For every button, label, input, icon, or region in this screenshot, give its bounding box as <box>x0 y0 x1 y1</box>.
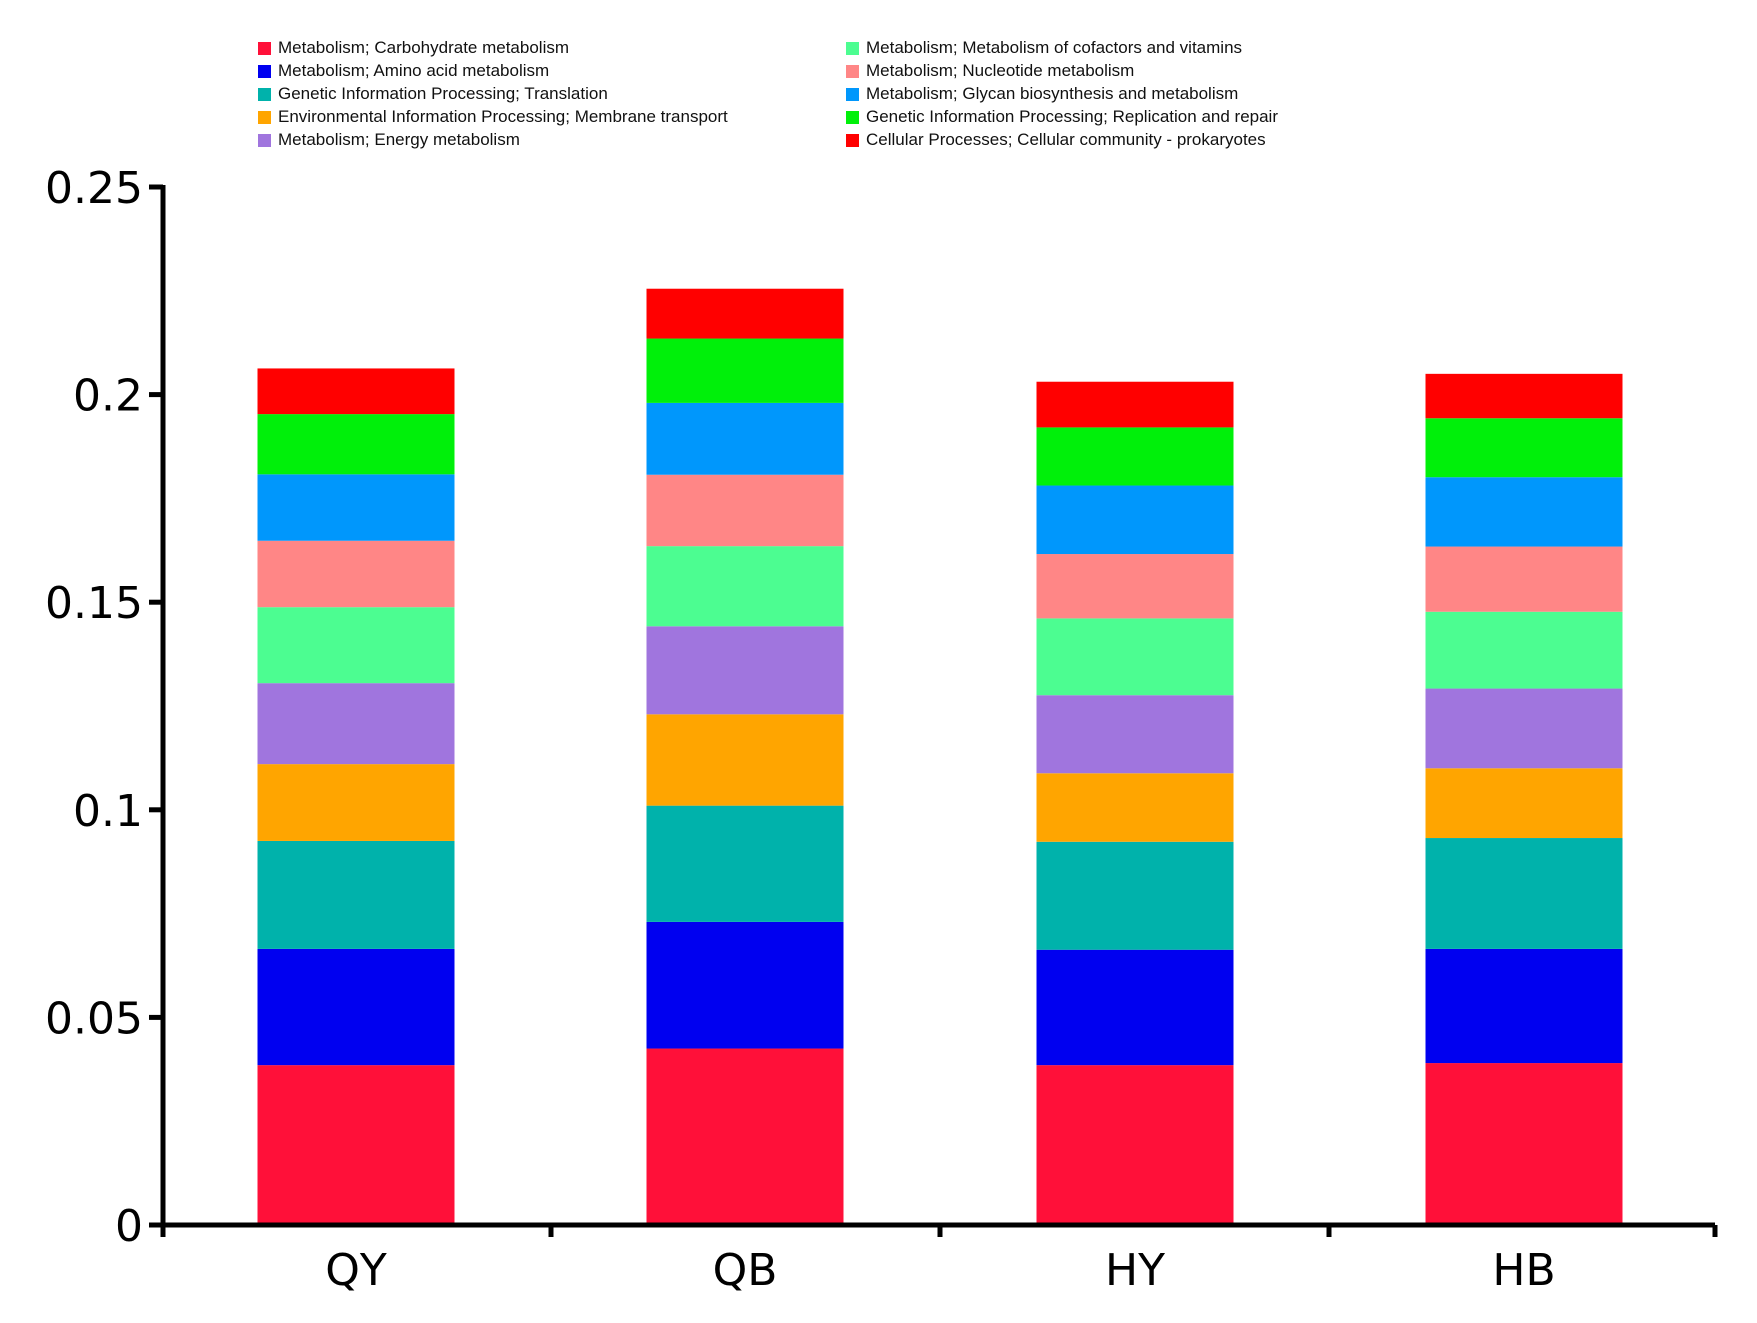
bar-segment-hy-0 <box>1036 1065 1234 1225</box>
legend-swatch <box>258 110 271 124</box>
legend-label: Metabolism; Nucleotide metabolism <box>866 61 1135 80</box>
bar-segment-qb-1 <box>646 921 844 1049</box>
legend-swatch <box>846 64 859 78</box>
y-tick-label: 0.25 <box>45 163 143 214</box>
bar-segment-qy-4 <box>257 683 455 765</box>
legend-label: Metabolism; Energy metabolism <box>278 130 520 149</box>
legend-swatch <box>258 64 271 78</box>
bar-segment-qb-5 <box>646 546 844 627</box>
legend-label: Metabolism; Carbohydrate metabolism <box>278 38 570 57</box>
legend-item: Metabolism; Metabolism of cofactors and … <box>846 38 1242 58</box>
bar-segment-hy-6 <box>1036 554 1234 619</box>
bar-segment-hy-9 <box>1036 381 1234 428</box>
legend-item: Metabolism; Nucleotide metabolism <box>846 61 1134 81</box>
bar-segment-hy-2 <box>1036 841 1234 950</box>
bar-segment-hb-9 <box>1425 373 1623 419</box>
legend-label: Cellular Processes; Cellular community -… <box>866 130 1266 149</box>
bar-segment-qb-0 <box>646 1048 844 1225</box>
bar-segment-hb-3 <box>1425 768 1623 839</box>
bar-segment-qy-1 <box>257 948 455 1066</box>
y-tick-label: 0.2 <box>73 371 143 422</box>
legend-label: Metabolism; Glycan biosynthesis and meta… <box>866 84 1239 103</box>
legend-item: Metabolism; Carbohydrate metabolism <box>258 38 569 58</box>
legend-swatch <box>846 110 859 124</box>
bar-segment-hb-6 <box>1425 546 1623 612</box>
bars-layer <box>257 288 1623 1225</box>
bar-segment-hb-7 <box>1425 477 1623 547</box>
legend-swatch <box>846 87 859 101</box>
bar-segment-qy-9 <box>257 368 455 415</box>
bar-segment-qy-0 <box>257 1065 455 1225</box>
y-tick-label: 0 <box>115 1201 143 1252</box>
bar-segment-hb-4 <box>1425 688 1623 769</box>
legend-label: Metabolism; Metabolism of cofactors and … <box>866 38 1243 57</box>
bar-segment-hy-8 <box>1036 427 1234 486</box>
y-tick-label: 0.15 <box>45 578 143 629</box>
x-tick-label-qb: QB <box>713 1245 778 1296</box>
bar-segment-hb-1 <box>1425 948 1623 1064</box>
legend-item: Cellular Processes; Cellular community -… <box>846 130 1266 150</box>
bar-segment-hy-4 <box>1036 695 1234 774</box>
legend-label: Genetic Information Processing; Translat… <box>278 84 608 103</box>
bar-segment-qb-6 <box>646 474 844 547</box>
bar-segment-qb-2 <box>646 805 844 922</box>
bar-segment-hb-2 <box>1425 838 1623 949</box>
legend-item: Metabolism; Energy metabolism <box>258 130 520 150</box>
legend-label: Environmental Information Processing; Me… <box>278 107 728 126</box>
bar-segment-qb-9 <box>646 288 844 339</box>
bar-segment-qy-8 <box>257 414 455 475</box>
bar-segment-qy-6 <box>257 540 455 608</box>
legend-swatch <box>258 133 271 147</box>
x-tick-label-hy: HY <box>1105 1245 1165 1296</box>
x-tick-label-qy: QY <box>325 1245 387 1296</box>
bar-segment-qb-3 <box>646 714 844 806</box>
bar-segment-hb-0 <box>1425 1063 1623 1225</box>
bar-segment-qb-4 <box>646 626 844 715</box>
legend-item: Environmental Information Processing; Me… <box>258 107 728 127</box>
bar-segment-hy-5 <box>1036 618 1234 696</box>
legend-swatch <box>846 41 859 55</box>
legend-item: Metabolism; Amino acid metabolism <box>258 61 549 81</box>
x-tick-label-hb: HB <box>1492 1245 1555 1296</box>
bar-segment-qy-2 <box>257 840 455 949</box>
bar-segment-hb-8 <box>1425 418 1623 478</box>
bar-segment-hy-3 <box>1036 773 1234 842</box>
bar-segment-hy-1 <box>1036 949 1234 1066</box>
legend-swatch <box>846 133 859 147</box>
legend-item: Metabolism; Glycan biosynthesis and meta… <box>846 84 1238 104</box>
axes-layer: 0 0.05 0.1 0.15 0.2 0.25 QY QB HY HB <box>45 163 1718 1296</box>
bar-segment-hy-7 <box>1036 485 1234 555</box>
y-tick-label: 0.05 <box>45 993 143 1044</box>
y-tick-label: 0.1 <box>73 786 143 837</box>
bar-segment-qb-7 <box>646 402 844 475</box>
legend-swatch <box>258 41 271 55</box>
legend-item: Genetic Information Processing; Translat… <box>258 84 608 104</box>
bar-segment-qb-8 <box>646 338 844 403</box>
bar-segment-qy-3 <box>257 764 455 841</box>
bar-segment-hb-5 <box>1425 611 1623 689</box>
bar-segment-qy-5 <box>257 607 455 684</box>
legend-label: Metabolism; Amino acid metabolism <box>278 61 550 80</box>
legend-item: Genetic Information Processing; Replicat… <box>846 107 1278 127</box>
bar-segment-qy-7 <box>257 474 455 541</box>
legend-label: Genetic Information Processing; Replicat… <box>866 107 1278 126</box>
legend: Metabolism; Carbohydrate metabolism Metab… <box>0 0 1757 160</box>
legend-swatch <box>258 87 271 101</box>
